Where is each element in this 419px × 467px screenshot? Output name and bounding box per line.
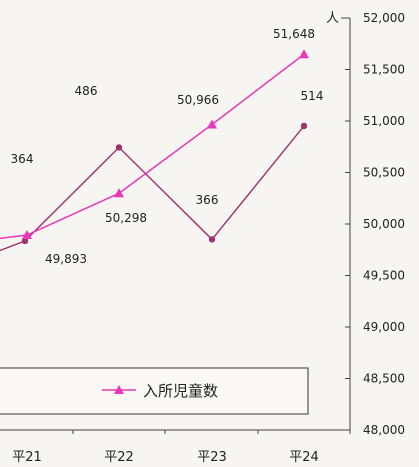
y-tick-label: 52,000 — [363, 11, 405, 25]
y-tick-label: 51,500 — [363, 63, 405, 77]
series-1-data-label: 50,298 — [105, 211, 147, 225]
y-tick-label: 51,000 — [363, 114, 405, 128]
y-tick-label: 49,000 — [363, 320, 405, 334]
legend: 入所児童数 — [0, 367, 309, 415]
x-tick-label: 平21 — [12, 450, 42, 465]
series-2-point — [21, 237, 29, 245]
series-2-data-label: 514 — [301, 89, 324, 103]
series-1-data-label: 51,648 — [273, 27, 315, 41]
x-tick-label: 平24 — [289, 450, 319, 465]
x-tick-label: 平23 — [197, 450, 227, 465]
series-2-data-label: 364 — [11, 152, 34, 166]
legend-label-series-1: 入所児童数 — [143, 382, 218, 400]
series-1-point — [207, 119, 217, 129]
series-1-point — [114, 188, 124, 198]
series-2-point — [115, 144, 123, 151]
series-2-data-label: 486 — [75, 84, 98, 98]
series-2-point — [208, 236, 216, 243]
series-1-point — [22, 230, 32, 240]
y-tick-label: 50,500 — [363, 166, 405, 180]
legend-triangle-marker — [114, 385, 124, 394]
series-2-line — [0, 125, 305, 252]
legend-box — [0, 367, 309, 415]
series-2-point — [300, 122, 308, 130]
series-1-data-label: 49,893 — [45, 252, 87, 266]
y-axis-unit-label: 人 — [326, 11, 339, 26]
y-tick-label: 48,000 — [363, 423, 405, 437]
series-2-data-label: 366 — [196, 193, 219, 207]
series-1-line — [0, 53, 305, 240]
y-tick-label: 50,000 — [363, 217, 405, 231]
y-tick-label: 49,500 — [363, 269, 405, 283]
y-tick-label: 48,500 — [363, 372, 405, 386]
series-1-data-label: 50,966 — [177, 93, 219, 107]
x-tick-label: 平22 — [104, 450, 134, 465]
series-1-point — [299, 49, 309, 59]
